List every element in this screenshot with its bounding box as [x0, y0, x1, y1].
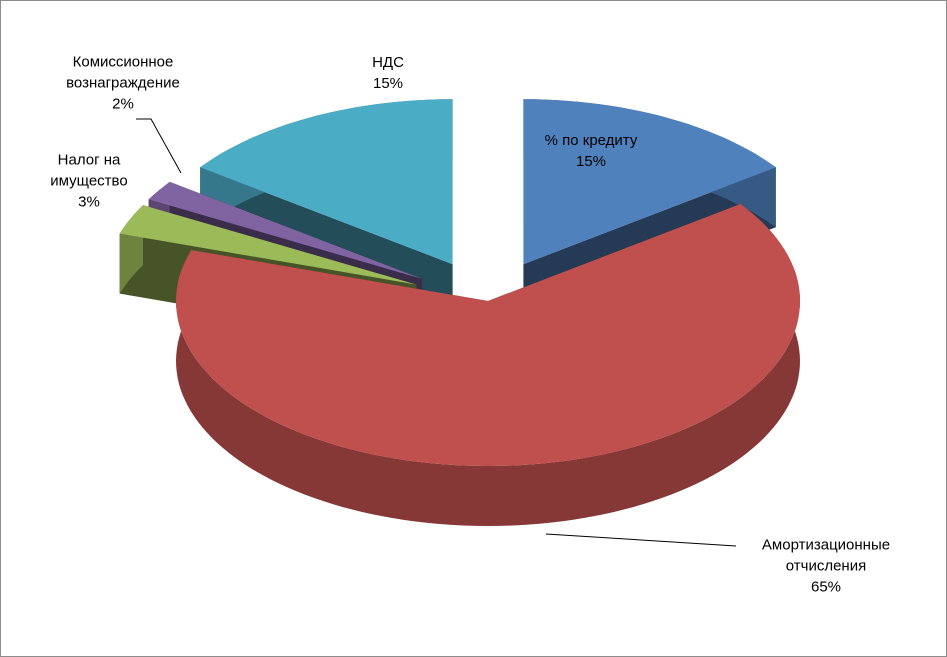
value-label: 15%	[372, 75, 404, 92]
leader-line	[136, 118, 182, 174]
category-label: Комиссионное вознаграждение	[66, 53, 180, 92]
slice	[523, 99, 776, 265]
value-label: 15%	[575, 153, 607, 170]
value-label: 2%	[112, 95, 134, 113]
category-label: НДС	[372, 54, 404, 71]
slice	[200, 99, 453, 265]
data-label: Налог на имущество 3%	[37, 150, 142, 213]
slice-wall	[176, 204, 800, 526]
data-label: % по кредиту 15%	[521, 130, 661, 172]
slices	[119, 99, 800, 526]
data-label: НДС 15%	[348, 52, 428, 94]
leader-line	[545, 533, 737, 547]
category-label: % по кредиту	[544, 132, 638, 149]
category-label: Налог на имущество	[50, 151, 128, 190]
value-label: 65%	[810, 578, 842, 596]
slice	[148, 181, 423, 279]
slice	[119, 205, 417, 285]
slice	[176, 204, 800, 466]
value-label: 3%	[78, 193, 100, 211]
category-label: Амортизационные отчисления	[761, 536, 891, 575]
data-label: Амортизационные отчисления 65%	[739, 535, 914, 598]
data-label: Комиссионное вознаграждение 2%	[48, 52, 198, 115]
